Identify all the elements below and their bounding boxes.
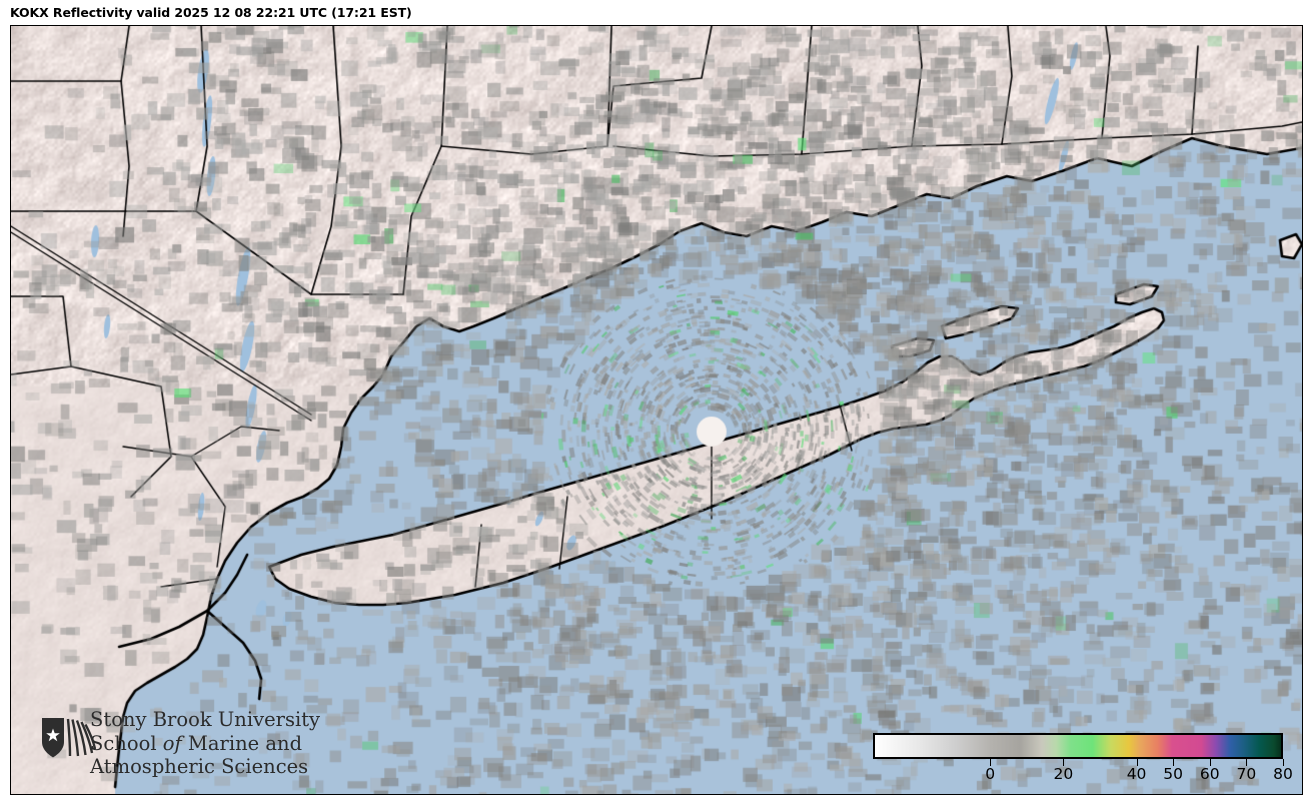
page-title: KOKX Reflectivity valid 2025 12 08 22:21… bbox=[10, 5, 412, 20]
colorbar-tick bbox=[1063, 759, 1065, 766]
reflectivity-colorbar[interactable]: 0 20 40 50 60 70 80 bbox=[873, 733, 1293, 791]
colorbar-tick bbox=[1173, 759, 1175, 766]
colorbar-tick bbox=[1283, 759, 1284, 766]
colorbar-bar bbox=[873, 733, 1283, 759]
colorbar-tick bbox=[990, 759, 992, 766]
colorbar-tick-label: 20 bbox=[1053, 765, 1074, 783]
colorbar-tick-label: 60 bbox=[1199, 765, 1220, 783]
colorbar-tick bbox=[1136, 759, 1138, 766]
colorbar-tick-label: 50 bbox=[1163, 765, 1184, 783]
radar-map-canvas[interactable] bbox=[11, 26, 1302, 794]
radar-map-frame[interactable] bbox=[10, 25, 1303, 795]
colorbar-tick bbox=[1246, 759, 1248, 766]
colorbar-tick bbox=[1209, 759, 1211, 766]
colorbar-tick-label: 80 bbox=[1273, 765, 1293, 783]
colorbar-gradient bbox=[875, 735, 1281, 757]
colorbar-tick-label: 0 bbox=[985, 765, 996, 783]
colorbar-tick-label: 40 bbox=[1126, 765, 1147, 783]
colorbar-tick-label: 70 bbox=[1236, 765, 1257, 783]
